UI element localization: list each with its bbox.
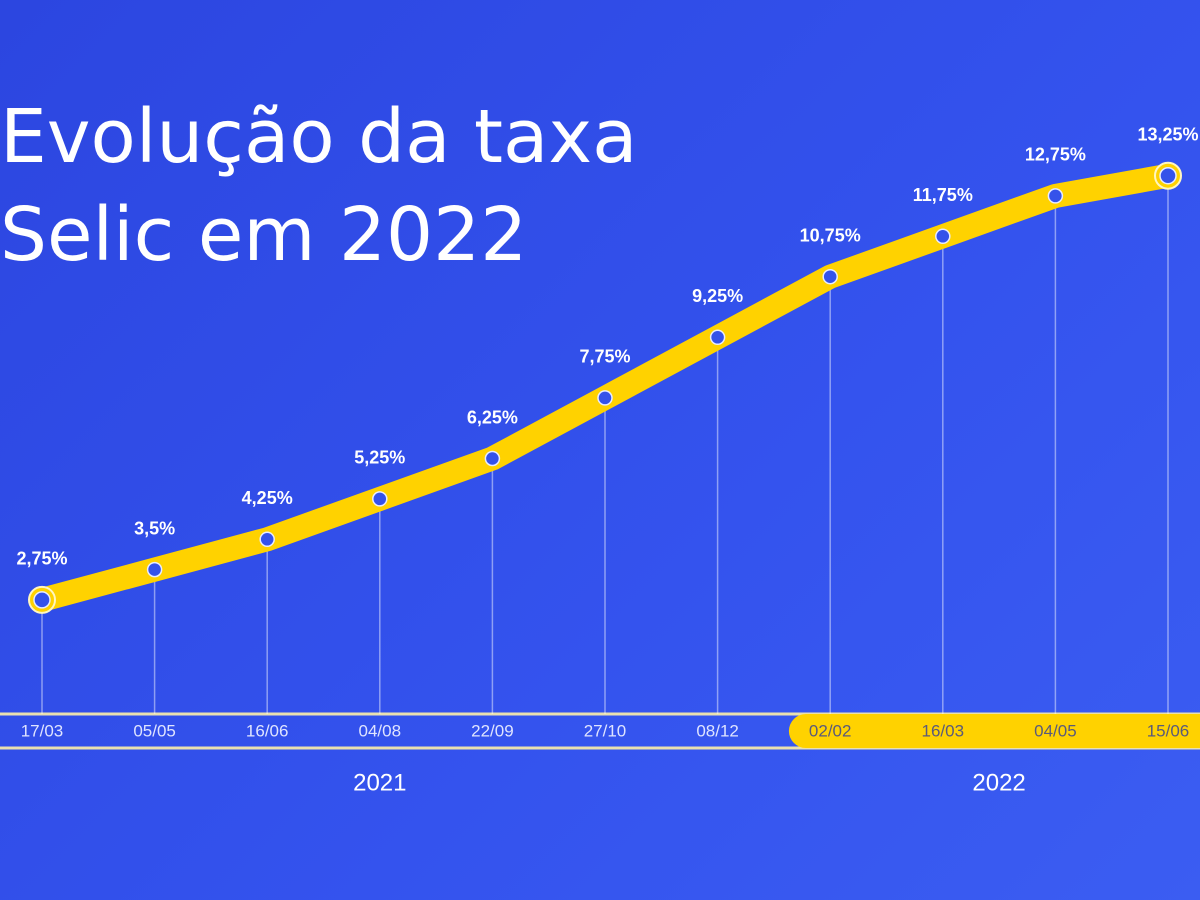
x-tick-label: 02/02	[809, 721, 852, 740]
x-tick-label: 04/05	[1034, 721, 1077, 740]
date-bar-highlight	[788, 714, 1200, 748]
value-label: 4,25%	[242, 488, 293, 508]
chart-title: Evolução da taxa Selic em 2022	[0, 94, 638, 278]
value-label: 2,75%	[16, 549, 67, 569]
x-tick-label: 15/06	[1147, 721, 1190, 740]
point	[33, 591, 51, 609]
point	[372, 491, 388, 507]
x-tick-label: 16/03	[922, 721, 965, 740]
value-label: 3,5%	[134, 518, 175, 538]
point	[709, 329, 726, 346]
point	[1047, 188, 1064, 204]
point	[484, 450, 501, 467]
point	[597, 390, 613, 406]
point	[822, 268, 838, 285]
point	[259, 531, 275, 548]
year-label: 2022	[972, 769, 1025, 796]
point	[935, 228, 951, 245]
value-label: 9,25%	[692, 286, 743, 306]
value-label: 6,25%	[467, 407, 518, 427]
x-tick-label: 17/03	[21, 721, 64, 740]
value-label: 11,75%	[913, 185, 973, 205]
x-tick-label: 08/12	[696, 721, 739, 740]
point	[1159, 166, 1177, 185]
value-label: 13,25%	[1137, 124, 1198, 144]
value-label: 7,75%	[579, 347, 630, 367]
x-tick-label: 22/09	[471, 721, 514, 740]
x-tick-label: 27/10	[584, 721, 627, 740]
value-label: 10,75%	[800, 225, 861, 245]
x-tick-label: 16/06	[246, 721, 289, 740]
point	[146, 561, 163, 578]
x-tick-label: 04/08	[359, 721, 402, 740]
date-bar-outline	[0, 712, 1200, 750]
value-label: 5,25%	[354, 448, 405, 468]
year-label: 2021	[353, 769, 406, 796]
value-label: 12,75%	[1025, 145, 1086, 165]
x-tick-label: 05/05	[133, 721, 176, 740]
